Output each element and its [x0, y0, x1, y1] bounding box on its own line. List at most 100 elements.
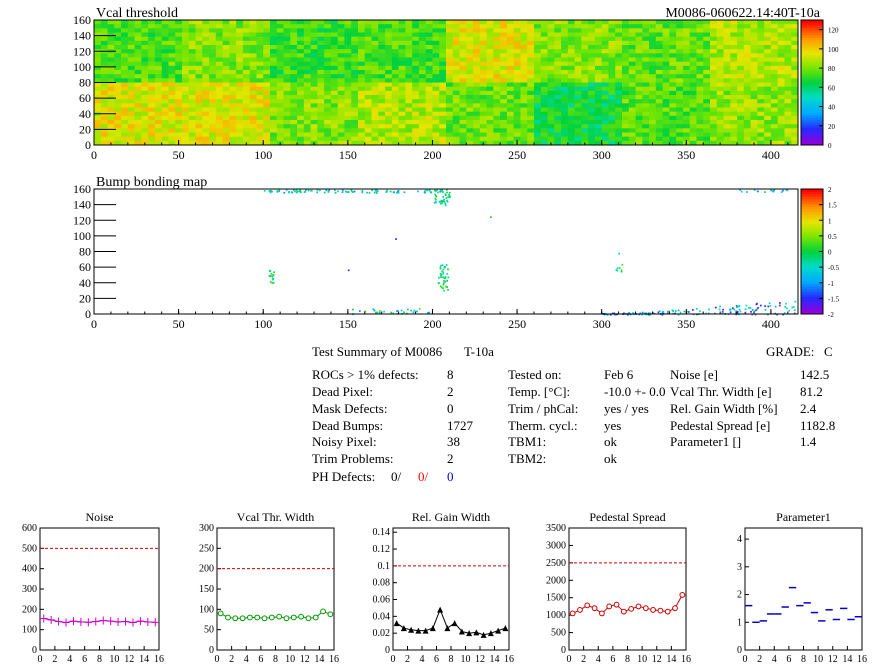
threshold-cell — [676, 132, 684, 138]
threshold-cell — [710, 53, 718, 58]
bump-cell — [351, 190, 353, 193]
bump-cell — [436, 189, 438, 191]
threshold-cell — [743, 120, 752, 125]
threshold-cell — [696, 36, 704, 42]
data-point — [664, 608, 671, 615]
threshold-cell — [777, 40, 785, 46]
threshold-cell — [716, 95, 724, 100]
threshold-cell — [608, 111, 616, 117]
threshold-cell — [676, 32, 684, 38]
bump-cell — [434, 189, 436, 192]
bump-cell — [375, 192, 378, 194]
threshold-cell — [263, 82, 271, 88]
threshold-cell — [486, 24, 494, 29]
grade-label: GRADE: — [766, 344, 815, 359]
colorbar-step — [801, 142, 823, 146]
threshold-cell — [317, 120, 325, 125]
threshold-cell — [520, 24, 528, 29]
threshold-cell — [229, 82, 237, 88]
threshold-cell — [94, 28, 102, 33]
threshold-cell — [574, 107, 582, 113]
threshold-cell — [364, 78, 372, 83]
threshold-cell — [710, 45, 718, 50]
bump-cell — [316, 189, 319, 191]
bump-cell — [442, 272, 445, 275]
threshold-cell — [710, 111, 718, 117]
threshold-cell — [297, 103, 305, 108]
threshold-cell — [493, 49, 501, 54]
threshold-cell — [378, 120, 386, 125]
threshold-cell — [385, 74, 393, 79]
threshold-cell — [730, 99, 738, 104]
threshold-cell — [412, 111, 420, 117]
threshold-cell — [446, 61, 454, 67]
threshold-cell — [283, 32, 291, 38]
colorbar-step — [801, 25, 823, 28]
threshold-cell — [561, 132, 569, 138]
threshold-cell — [534, 74, 542, 79]
threshold-cell — [215, 82, 224, 88]
threshold-cell — [222, 120, 230, 125]
data-point — [327, 611, 334, 618]
threshold-cell — [418, 107, 427, 113]
threshold-cell — [100, 36, 108, 42]
threshold-cell — [466, 74, 474, 79]
threshold-cell — [391, 115, 400, 121]
bump-cell — [300, 191, 302, 194]
threshold-cell — [398, 36, 406, 42]
threshold-cell — [628, 45, 636, 50]
threshold-cell — [310, 128, 318, 133]
threshold-cell — [195, 36, 203, 42]
x-tick-label: 8 — [97, 654, 102, 665]
threshold-cell — [364, 61, 372, 67]
threshold-cell — [134, 128, 142, 133]
plot-title: Pedestal Spread — [589, 510, 665, 524]
threshold-cell — [608, 95, 616, 100]
threshold-cell — [154, 140, 163, 146]
threshold-cell — [215, 74, 224, 79]
threshold-cell — [723, 40, 731, 46]
threshold-cell — [371, 107, 379, 113]
threshold-cell — [540, 107, 548, 113]
threshold-cell — [723, 132, 731, 138]
threshold-cell — [723, 28, 731, 33]
threshold-cell — [195, 115, 203, 121]
threshold-cell — [527, 103, 535, 108]
threshold-cell — [168, 128, 176, 133]
threshold-cell — [154, 40, 163, 46]
threshold-cell — [215, 28, 224, 33]
threshold-cell — [391, 65, 400, 71]
threshold-cell — [364, 86, 372, 92]
threshold-cell — [452, 82, 460, 88]
threshold-cell — [655, 20, 664, 25]
threshold-cell — [114, 74, 122, 79]
threshold-cell — [710, 40, 718, 46]
threshold-cell — [154, 32, 163, 38]
threshold-cell — [547, 57, 555, 63]
threshold-cell — [154, 82, 163, 88]
threshold-cell — [689, 45, 697, 50]
threshold-cell — [303, 90, 312, 96]
threshold-cell — [290, 78, 298, 83]
threshold-cell — [581, 95, 589, 100]
threshold-cell — [94, 82, 102, 88]
threshold-cell — [737, 61, 745, 67]
threshold-cell — [500, 65, 508, 71]
threshold-cell — [127, 136, 136, 142]
threshold-cell — [276, 57, 284, 63]
threshold-cell — [784, 45, 792, 50]
threshold-cell — [594, 28, 603, 33]
threshold-cell — [358, 82, 366, 88]
threshold-cell — [534, 120, 542, 125]
threshold-cell — [344, 78, 352, 83]
bump-cell — [278, 190, 280, 193]
bump-cell — [442, 287, 444, 290]
threshold-cell — [452, 103, 460, 108]
threshold-cell — [750, 115, 758, 121]
threshold-cell — [628, 70, 636, 75]
threshold-cell — [615, 65, 623, 71]
bump-cell — [739, 310, 742, 313]
threshold-cell — [391, 86, 400, 92]
row-value: ok — [604, 434, 617, 449]
colorbar-step — [801, 306, 823, 310]
